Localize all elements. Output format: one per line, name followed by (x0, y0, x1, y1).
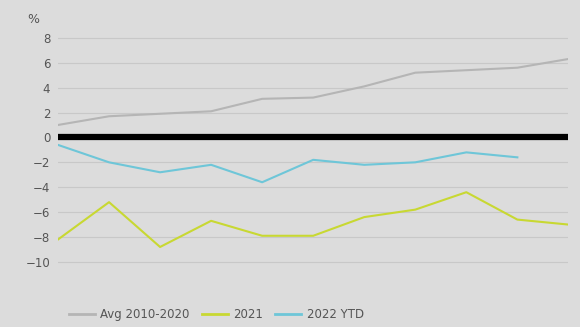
Text: %: % (27, 13, 39, 26)
Legend: Avg 2010-2020, 2021, 2022 YTD: Avg 2010-2020, 2021, 2022 YTD (64, 303, 369, 326)
